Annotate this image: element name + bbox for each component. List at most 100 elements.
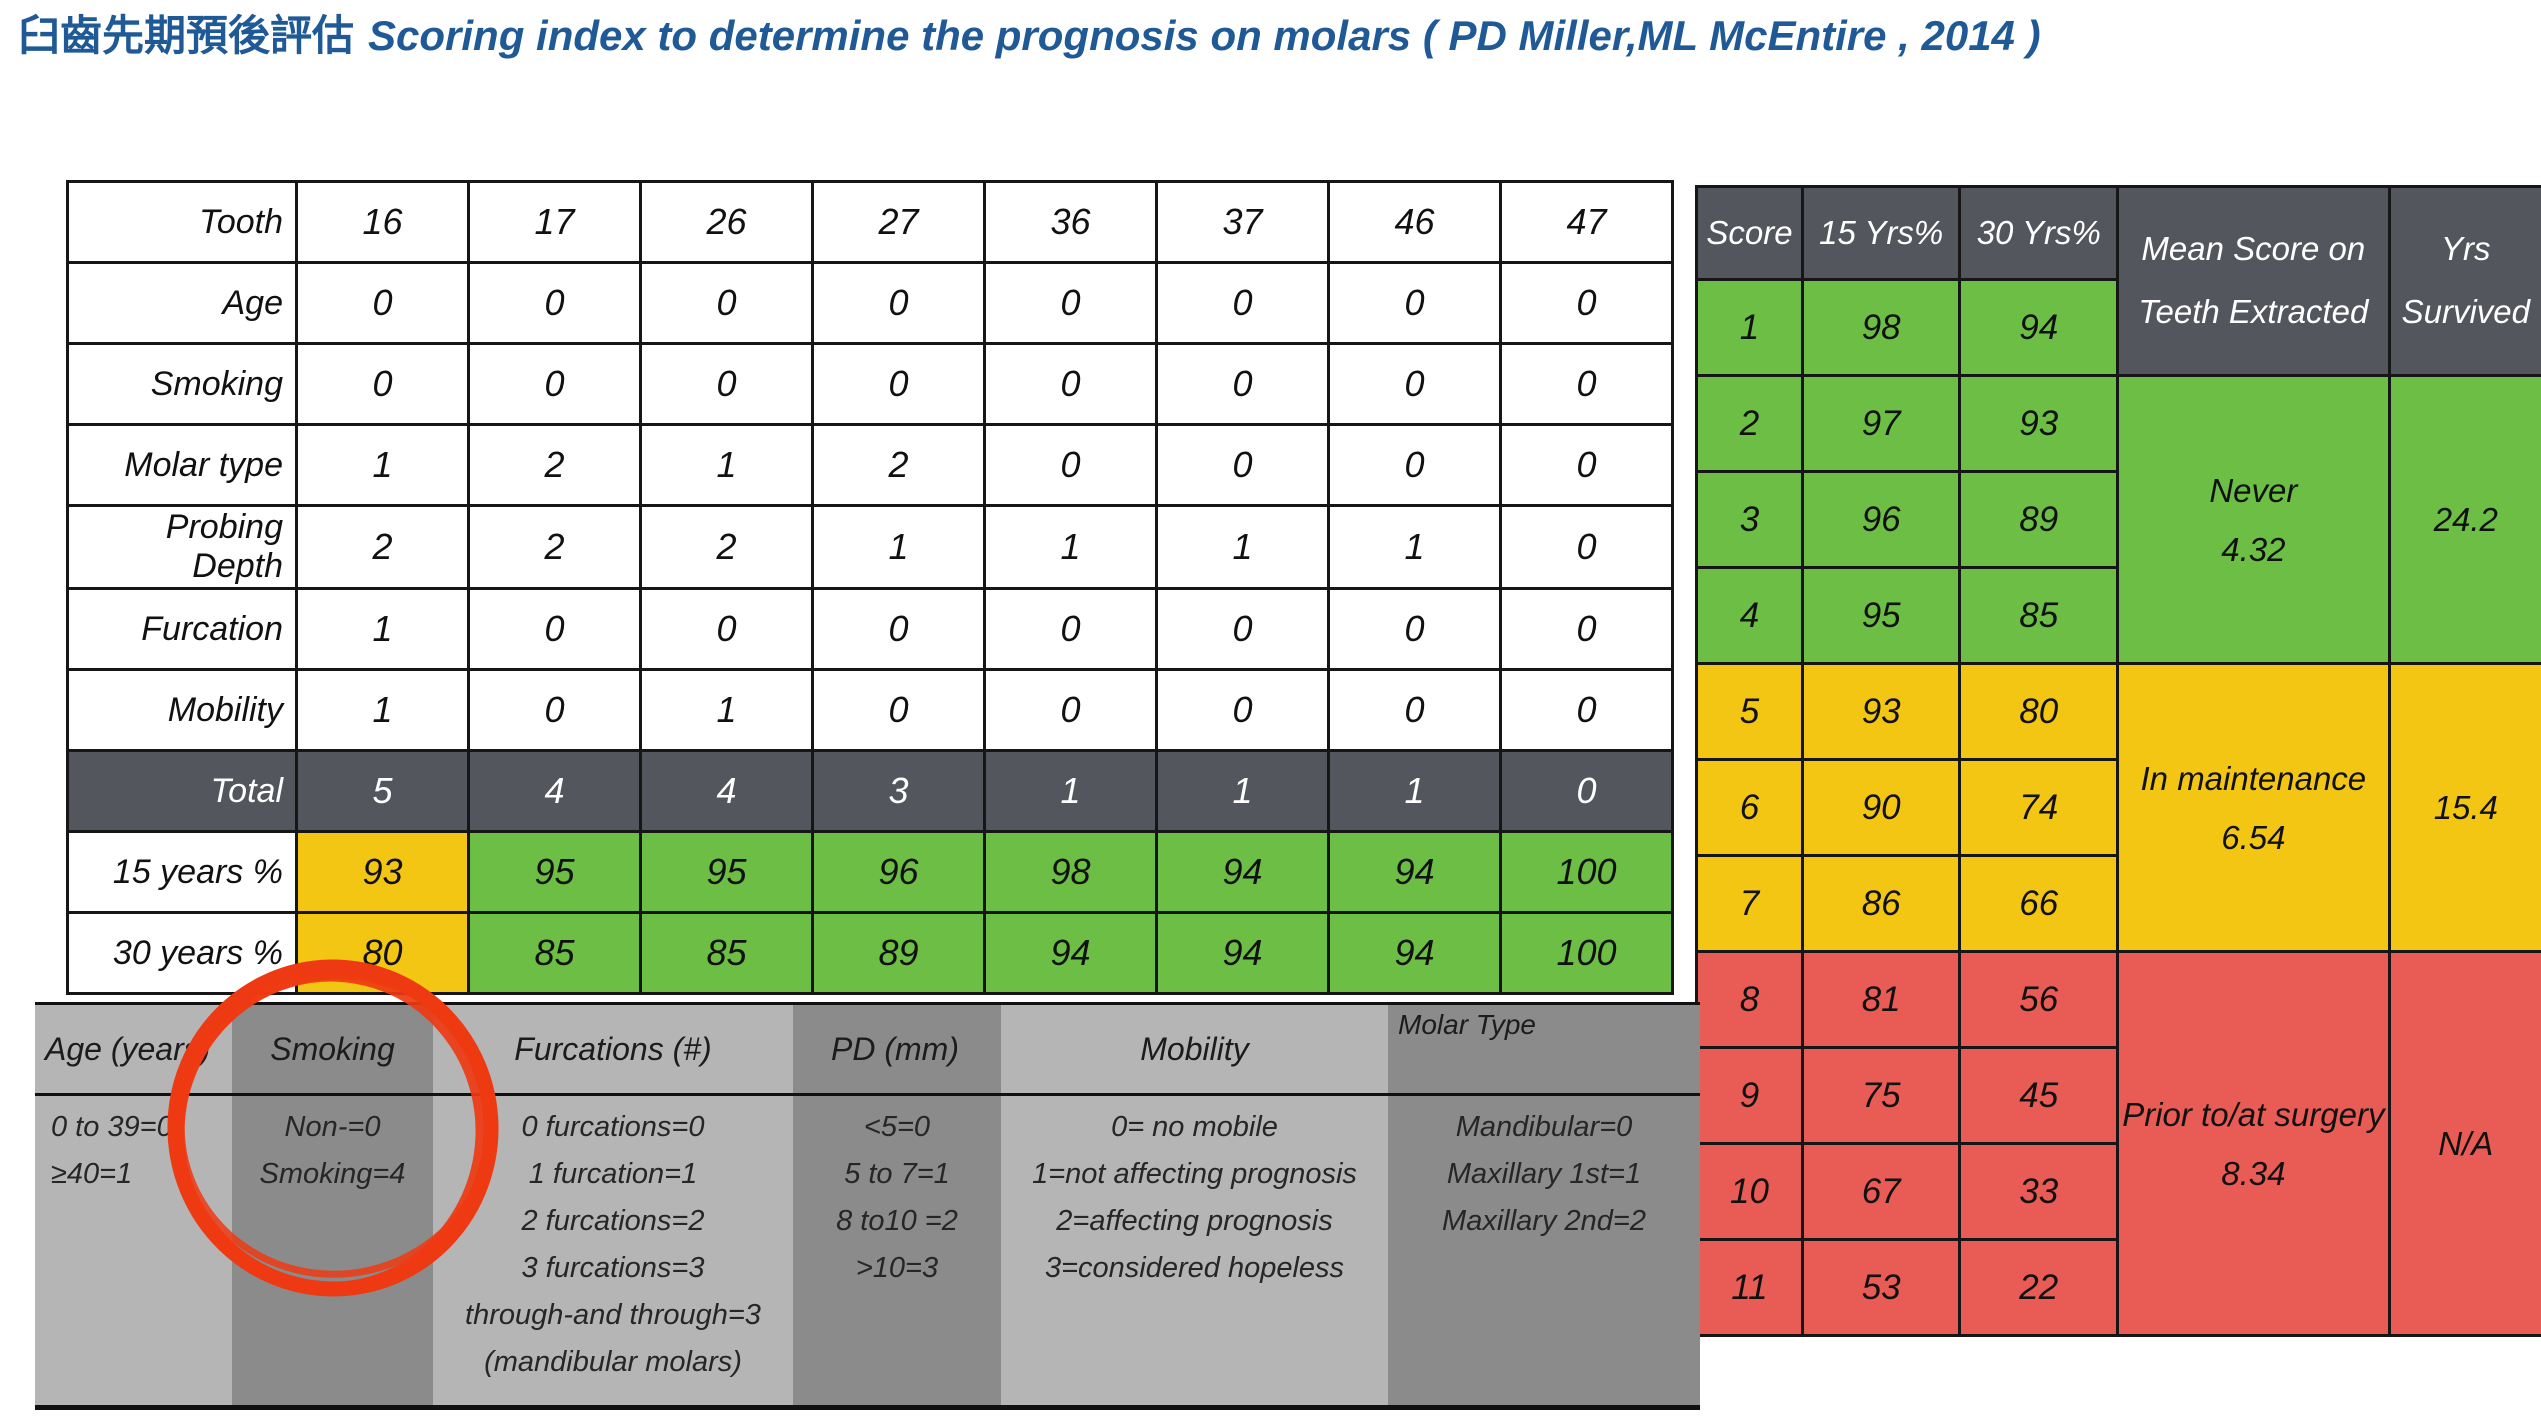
cell: 0	[811, 342, 986, 426]
cell: 98	[983, 830, 1158, 914]
table-row: 11 53 22	[1695, 1238, 2541, 1337]
cell: 96	[811, 830, 986, 914]
cell: 94	[1155, 830, 1330, 914]
legend-line: Maxillary 1st=1	[1446, 1158, 1642, 1190]
legend-line: >10=3	[855, 1252, 939, 1284]
cell: 100	[1499, 830, 1674, 914]
cell: 1	[1155, 504, 1330, 590]
cell: 89	[811, 911, 986, 995]
tooth-header: 47	[1499, 180, 1674, 264]
page-title: 臼齒先期預後評估 Scoring index to determine the p…	[18, 2, 2041, 63]
legend-column-mobility: Mobility 0= no mobile 1=not affecting pr…	[1001, 1005, 1388, 1405]
cell: 94	[983, 911, 1158, 995]
cell: 2	[295, 504, 470, 590]
tooth-header: 17	[467, 180, 642, 264]
cell: 0	[983, 423, 1158, 507]
prognosis-reference-table: Score 15 Yrs% 30 Yrs% Mean Score on Teet…	[1695, 185, 2541, 1337]
cell: 85	[639, 911, 814, 995]
cell: 80	[295, 911, 470, 995]
legend-lines: 0 furcations=0 1 furcation=1 2 furcation…	[433, 1096, 793, 1386]
cell: 93	[1800, 662, 1962, 761]
legend-line: 0 furcations=0	[521, 1111, 705, 1143]
group-mean: 4.32	[2221, 530, 2286, 568]
row-label: Total	[66, 749, 298, 833]
cell: 74	[1958, 758, 2118, 857]
row-label: 15 years %	[66, 830, 298, 914]
cell: 0	[467, 342, 642, 426]
column-header: Score	[1695, 185, 1804, 281]
tooth-header: 26	[639, 180, 814, 264]
legend-line: 1=not affecting prognosis	[1032, 1158, 1357, 1190]
column-header: 30 Yrs%	[1958, 185, 2120, 281]
table-row: 2 97 93 Never 4.32 24.2	[1695, 374, 2541, 665]
cell: 2	[467, 423, 642, 507]
cell: 11	[1695, 1238, 1804, 1337]
cell: 0	[639, 342, 814, 426]
cell: 0	[1499, 423, 1674, 507]
legend-column-furcations: Furcations (#) 0 furcations=0 1 furcatio…	[433, 1005, 793, 1405]
cell: 81	[1800, 950, 1962, 1049]
group-mean-cell: In maintenance 6.54	[2116, 662, 2391, 953]
cell: 2	[639, 504, 814, 590]
cell: 1	[1327, 749, 1502, 833]
cell: 1	[639, 423, 814, 507]
cell: 95	[639, 830, 814, 914]
row-label: Molar type	[66, 423, 298, 507]
legend-line: Smoking=4	[259, 1158, 406, 1190]
legend-lines: 0= no mobile 1=not affecting prognosis 2…	[1001, 1096, 1388, 1292]
table-row: Molar type 1 2 1 2 0 0 0 0	[66, 423, 1674, 507]
column-header: PD (mm)	[793, 1005, 1001, 1096]
table-row: Probing Depth 2 2 2 1 1 1 1 0	[66, 504, 1674, 590]
group-label: Prior to/at surgery	[2122, 1095, 2385, 1133]
cell: 2	[1695, 374, 1804, 473]
cell: 0	[1327, 587, 1502, 671]
legend-lines: Non-=0 Smoking=4	[232, 1096, 433, 1198]
cell: 1	[1155, 749, 1330, 833]
cell: 4	[639, 749, 814, 833]
column-header: Yrs Survived	[2387, 185, 2541, 377]
cell: 0	[467, 261, 642, 345]
legend-line: <5=0	[863, 1111, 931, 1143]
cell: 45	[1958, 1046, 2118, 1145]
cell: 0	[983, 668, 1158, 752]
group-mean-cell: Never 4.32	[2116, 374, 2391, 665]
legend-line: 0 to 39=0	[51, 1111, 173, 1143]
cell: 56	[1958, 950, 2120, 1049]
column-header: Mean Score on Teeth Extracted	[2116, 185, 2391, 377]
table-row: 9 75 45	[1695, 1046, 2541, 1145]
table-row: Mobility 1 0 1 0 0 0 0 0	[66, 668, 1674, 752]
cell: 4	[467, 749, 642, 833]
legend-line: Non-=0	[284, 1111, 381, 1143]
header-row: Score 15 Yrs% 30 Yrs% Mean Score on Teet…	[1695, 185, 2541, 377]
table-row: 15 years % 93 95 95 96 98 94 94 100	[66, 830, 1674, 914]
table-row: 30 years % 80 85 85 89 94 94 94 100	[66, 911, 1674, 995]
cell: 0	[1499, 587, 1674, 671]
legend-line: ≥40=1	[51, 1158, 133, 1190]
scoring-legend: Age (years) 0 to 39=0 ≥40=1 Smoking Non-…	[35, 1002, 1700, 1410]
group-mean-cell: Prior to/at surgery 8.34	[2116, 950, 2391, 1337]
cell: 2	[467, 504, 642, 590]
cell: 22	[1958, 1238, 2118, 1337]
cell: 0	[1327, 342, 1502, 426]
cell: 75	[1800, 1046, 1962, 1145]
tooth-header: 16	[295, 180, 470, 264]
cell: 67	[1800, 1142, 1962, 1241]
cell: 1	[983, 504, 1158, 590]
cell: 0	[295, 261, 470, 345]
group-mean: 8.34	[2221, 1154, 2286, 1192]
table-row: 8 81 56 Prior to/at surgery 8.34 N/A	[1695, 950, 2541, 1337]
legend-column-pd: PD (mm) <5=0 5 to 7=1 8 to10 =2 >10=3	[793, 1005, 1001, 1405]
cell: 0	[1155, 587, 1330, 671]
table-row: Smoking 0 0 0 0 0 0 0 0	[66, 342, 1674, 426]
cell: 0	[811, 587, 986, 671]
cell: 0	[1155, 668, 1330, 752]
cell: 2	[811, 423, 986, 507]
cell: 0	[1155, 423, 1330, 507]
cell: 93	[295, 830, 470, 914]
cell: 10	[1695, 1142, 1804, 1241]
legend-line: 1 furcation=1	[528, 1158, 698, 1190]
cell: 96	[1800, 470, 1962, 569]
legend-line: through-and through=3	[465, 1299, 761, 1331]
cell: 80	[1958, 662, 2120, 761]
